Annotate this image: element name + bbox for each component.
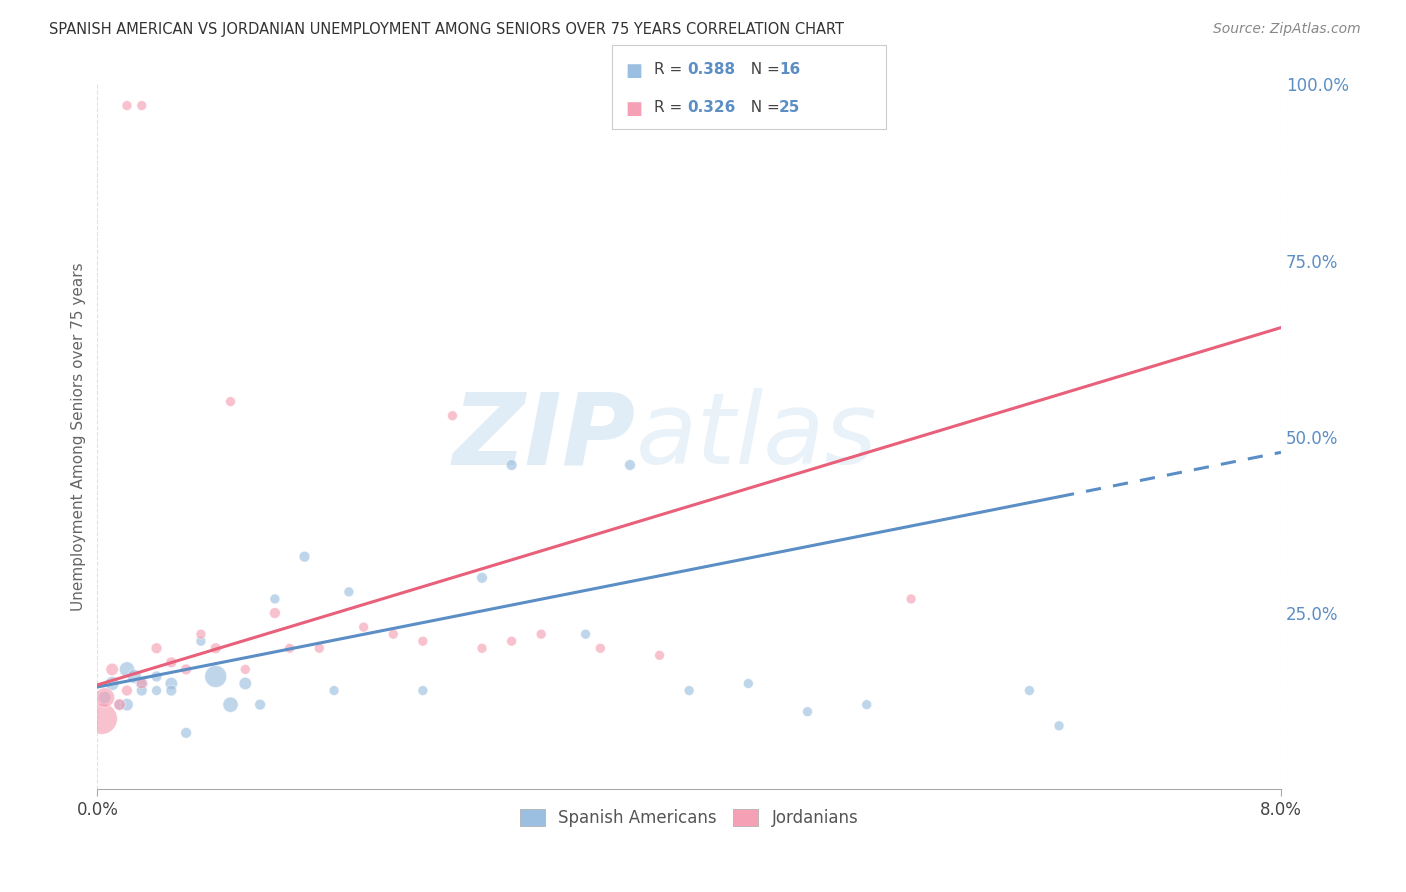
- Point: [131, 676, 153, 690]
- Point: [471, 571, 494, 585]
- Point: [101, 662, 124, 676]
- Point: [412, 683, 434, 698]
- Point: [131, 98, 153, 112]
- Point: [233, 676, 256, 690]
- Point: [115, 98, 138, 112]
- Point: [131, 683, 153, 698]
- Text: R =: R =: [654, 100, 688, 115]
- Point: [94, 690, 117, 705]
- Point: [501, 458, 523, 472]
- Point: [264, 591, 287, 606]
- Text: Source: ZipAtlas.com: Source: ZipAtlas.com: [1213, 22, 1361, 37]
- Point: [323, 683, 346, 698]
- Point: [619, 458, 641, 472]
- Point: [160, 656, 183, 670]
- Point: [115, 698, 138, 712]
- Point: [501, 634, 523, 648]
- Text: 0.388: 0.388: [688, 62, 735, 78]
- Text: atlas: atlas: [636, 388, 877, 485]
- Point: [174, 726, 197, 740]
- Point: [160, 676, 183, 690]
- Legend: Spanish Americans, Jordanians: Spanish Americans, Jordanians: [513, 802, 865, 834]
- Text: 25: 25: [779, 100, 800, 115]
- Point: [108, 698, 131, 712]
- Text: N =: N =: [741, 62, 785, 78]
- Point: [115, 683, 138, 698]
- Text: SPANISH AMERICAN VS JORDANIAN UNEMPLOYMENT AMONG SENIORS OVER 75 YEARS CORRELATI: SPANISH AMERICAN VS JORDANIAN UNEMPLOYME…: [49, 22, 844, 37]
- Point: [160, 683, 183, 698]
- Point: [124, 669, 146, 683]
- Point: [471, 641, 494, 656]
- Point: [678, 683, 700, 698]
- Text: 0.326: 0.326: [688, 100, 735, 115]
- Point: [441, 409, 464, 423]
- Text: 16: 16: [779, 62, 800, 78]
- Point: [219, 698, 242, 712]
- Point: [308, 641, 330, 656]
- Point: [90, 712, 112, 726]
- Point: [101, 676, 124, 690]
- Point: [219, 394, 242, 409]
- Point: [574, 627, 596, 641]
- Point: [796, 705, 818, 719]
- Point: [249, 698, 271, 712]
- Point: [115, 662, 138, 676]
- Y-axis label: Unemployment Among Seniors over 75 years: Unemployment Among Seniors over 75 years: [72, 262, 86, 611]
- Point: [94, 690, 117, 705]
- Point: [589, 641, 612, 656]
- Text: ■: ■: [626, 100, 643, 118]
- Point: [145, 669, 167, 683]
- Point: [337, 585, 360, 599]
- Point: [174, 662, 197, 676]
- Point: [145, 641, 167, 656]
- Text: R =: R =: [654, 62, 688, 78]
- Point: [648, 648, 671, 663]
- Point: [278, 641, 301, 656]
- Point: [108, 698, 131, 712]
- Point: [855, 698, 877, 712]
- Point: [530, 627, 553, 641]
- Point: [1047, 719, 1070, 733]
- Point: [233, 662, 256, 676]
- Point: [145, 683, 167, 698]
- Point: [190, 627, 212, 641]
- Point: [204, 641, 226, 656]
- Point: [264, 606, 287, 620]
- Text: N =: N =: [741, 100, 785, 115]
- Point: [737, 676, 759, 690]
- Point: [900, 591, 922, 606]
- Point: [204, 669, 226, 683]
- Point: [412, 634, 434, 648]
- Text: ■: ■: [626, 62, 643, 80]
- Text: ZIP: ZIP: [453, 388, 636, 485]
- Point: [190, 634, 212, 648]
- Point: [294, 549, 316, 564]
- Point: [1018, 683, 1040, 698]
- Point: [131, 676, 153, 690]
- Point: [382, 627, 405, 641]
- Point: [353, 620, 375, 634]
